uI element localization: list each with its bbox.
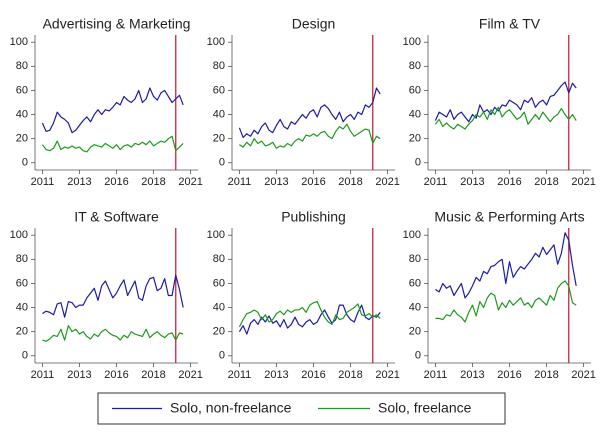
x-tick-label: 2021 [375, 176, 399, 188]
x-tick-label: 2016 [497, 369, 521, 381]
panel-title: IT & Software [74, 209, 159, 225]
series-line [435, 232, 577, 299]
legend-label: Solo, non-freelance [170, 400, 292, 416]
y-tick-label: 60 [213, 277, 225, 289]
panel-title: Film & TV [479, 16, 541, 32]
y-tick-label: 20 [16, 326, 28, 338]
y-tick-label: 0 [415, 157, 421, 169]
y-tick-label: 60 [409, 277, 421, 289]
series-line [238, 300, 381, 328]
x-tick-label: 2018 [534, 369, 558, 381]
y-tick-label: 20 [16, 133, 28, 145]
x-tick-label: 2011 [424, 369, 448, 381]
x-tick-label: 2011 [31, 369, 55, 381]
panel-title: Music & Performing Arts [434, 209, 584, 225]
y-tick-label: 80 [16, 253, 28, 265]
x-tick-label: 2013 [264, 176, 288, 188]
y-tick-label: 20 [409, 133, 421, 145]
x-tick-label: 2013 [67, 176, 91, 188]
y-tick-label: 20 [213, 133, 225, 145]
y-tick-label: 100 [207, 229, 225, 241]
x-tick-label: 2013 [460, 176, 484, 188]
panel-title: Design [292, 16, 336, 32]
y-tick-label: 20 [409, 326, 421, 338]
y-tick-label: 40 [16, 108, 28, 120]
y-tick-label: 100 [10, 36, 28, 48]
x-tick-label: 2018 [338, 176, 362, 188]
x-tick-label: 2016 [497, 176, 521, 188]
x-tick-label: 2013 [264, 369, 288, 381]
x-tick-label: 2016 [301, 176, 325, 188]
y-tick-label: 100 [207, 36, 225, 48]
y-tick-label: 40 [213, 108, 225, 120]
x-tick-label: 2021 [375, 369, 399, 381]
panel-title: Publishing [281, 209, 346, 225]
y-tick-label: 80 [409, 60, 421, 72]
y-tick-label: 0 [22, 157, 28, 169]
y-tick-label: 80 [16, 60, 28, 72]
x-tick-label: 2011 [228, 369, 252, 381]
panel-title: Advertising & Marketing [43, 16, 191, 32]
series-line [239, 123, 381, 149]
series-line [434, 81, 577, 123]
y-tick-label: 0 [415, 350, 421, 362]
y-tick-label: 80 [409, 253, 421, 265]
x-tick-label: 2018 [141, 176, 165, 188]
y-tick-label: 0 [219, 157, 225, 169]
y-tick-label: 100 [403, 36, 421, 48]
x-tick-label: 2021 [571, 369, 595, 381]
x-tick-label: 2021 [178, 369, 202, 381]
y-tick-label: 40 [409, 301, 421, 313]
x-tick-label: 2016 [104, 369, 128, 381]
y-tick-label: 60 [213, 84, 225, 96]
x-tick-label: 2016 [104, 176, 128, 188]
series-line [42, 325, 184, 342]
series-line [41, 87, 184, 134]
series-line [434, 106, 577, 130]
x-tick-label: 2021 [178, 176, 202, 188]
y-tick-label: 100 [10, 229, 28, 241]
y-tick-label: 40 [409, 108, 421, 120]
x-tick-label: 2018 [534, 176, 558, 188]
series-line [42, 274, 184, 318]
legend-label: Solo, freelance [378, 400, 472, 416]
y-tick-label: 100 [403, 229, 421, 241]
x-tick-label: 2016 [301, 369, 325, 381]
x-tick-label: 2018 [141, 369, 165, 381]
x-tick-label: 2011 [228, 176, 252, 188]
x-tick-label: 2013 [67, 369, 91, 381]
y-tick-label: 80 [213, 60, 225, 72]
y-tick-label: 40 [16, 301, 28, 313]
x-tick-label: 2018 [338, 369, 362, 381]
x-tick-label: 2021 [571, 176, 595, 188]
series-line [41, 135, 184, 153]
y-tick-label: 40 [213, 301, 225, 313]
y-tick-label: 60 [409, 84, 421, 96]
y-tick-label: 60 [16, 277, 28, 289]
y-tick-label: 60 [16, 84, 28, 96]
x-tick-label: 2011 [424, 176, 448, 188]
series-line [238, 87, 381, 139]
x-tick-label: 2013 [460, 369, 484, 381]
y-tick-label: 80 [213, 253, 225, 265]
y-tick-label: 0 [22, 350, 28, 362]
x-tick-label: 2011 [31, 176, 55, 188]
y-tick-label: 20 [213, 326, 225, 338]
legend-box [97, 392, 506, 425]
series-line [435, 280, 577, 323]
y-tick-label: 0 [219, 350, 225, 362]
